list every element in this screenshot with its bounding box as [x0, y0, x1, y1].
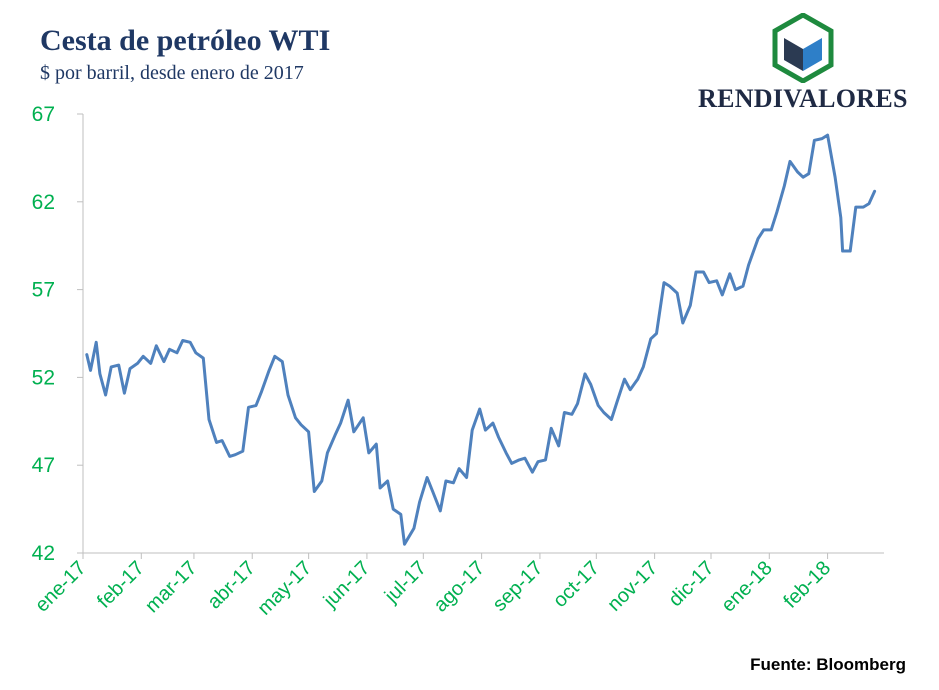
logo-cube-right: [803, 38, 822, 71]
x-tick-label: mar-17: [141, 557, 201, 617]
y-tick-label: 67: [32, 103, 55, 126]
x-tick-label: ene-17: [31, 557, 91, 617]
y-tick-label: 57: [32, 279, 55, 302]
logo-text: RENDIVALORES: [698, 84, 908, 113]
x-tick-label: ene-18: [717, 557, 777, 617]
logo-cube-left: [784, 38, 803, 71]
x-tick-label: jul-17: [380, 557, 431, 608]
x-tick-label: jun-17: [319, 557, 375, 613]
chart-subtitle: $ por barril, desde enero de 2017: [40, 62, 304, 84]
x-tick-label: ago-17: [430, 557, 490, 617]
x-tick-label: dic-17: [664, 557, 718, 611]
x-tick-label: nov-17: [603, 557, 662, 616]
x-tick-label: sep-17: [489, 557, 548, 616]
series-line-wti: [85, 133, 877, 546]
x-tick-label: abr-17: [203, 557, 259, 613]
logo-hexagon: [772, 13, 834, 83]
y-tick-label: 62: [32, 191, 55, 214]
source-note: Fuente: Bloomberg: [750, 655, 906, 674]
chart-title: Cesta de petróleo WTI: [40, 24, 331, 57]
cube-hexagon-logo-icon: [772, 13, 834, 83]
y-tick-label: 42: [32, 542, 55, 565]
x-tick-label: oct-17: [549, 557, 604, 612]
y-tick-label: 52: [32, 366, 55, 389]
x-tick-label: feb-17: [93, 557, 149, 613]
x-tick-label: may-17: [253, 557, 316, 620]
x-tick-label: feb-18: [779, 557, 835, 613]
y-tick-label: 47: [32, 454, 55, 477]
